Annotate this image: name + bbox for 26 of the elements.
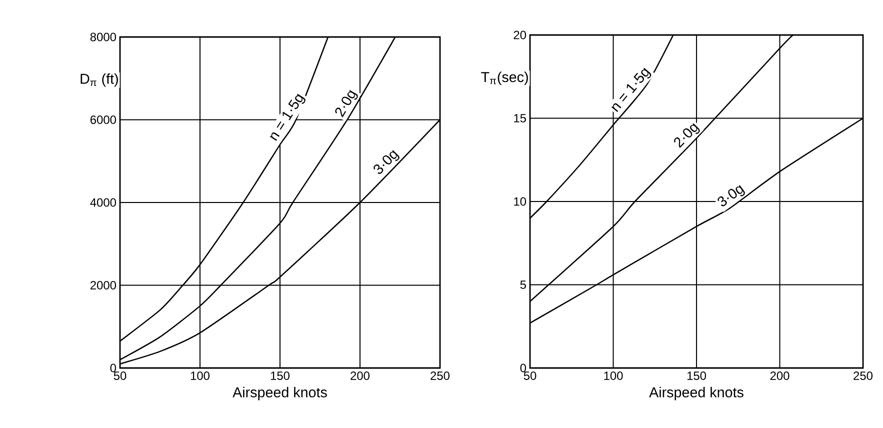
x-axis-title: Airspeed knots (232, 386, 327, 400)
y-tick-label: 6000 (90, 116, 116, 124)
x-tick-label: 150 (270, 372, 290, 380)
y-tick-label: 2000 (90, 281, 116, 290)
y-tick-label: 8000 (90, 32, 116, 42)
x-axis-title: Airspeed knots (649, 386, 744, 400)
y-tick-label: 0 (520, 364, 526, 372)
x-tick-label: 50 (114, 372, 126, 380)
x-tick-label: 250 (430, 372, 450, 380)
y-tick-label: 5 (520, 280, 526, 289)
x-tick-label: 200 (350, 372, 370, 380)
y-axis-title: D$_{π}$ (ft) (80, 73, 118, 87)
x-tick-label: 250 (854, 372, 873, 380)
y-tick-label: 10 (514, 197, 526, 206)
y-tick-label: 0 (110, 364, 116, 372)
y-tick-label: 20 (514, 30, 526, 40)
y-tick-label: 15 (514, 114, 526, 122)
y-tick-label: 4000 (90, 198, 116, 207)
x-tick-label: 50 (524, 372, 536, 380)
x-tick-label: 150 (687, 372, 706, 380)
text: 3·0g (374, 150, 400, 174)
x-tick-label: 100 (190, 372, 210, 380)
x-tick-label: 100 (604, 372, 623, 380)
y-axis-title: T$_{π}$(sec) (481, 72, 528, 85)
x-tick-label: 200 (770, 372, 790, 380)
text: 3·0g (718, 185, 745, 206)
